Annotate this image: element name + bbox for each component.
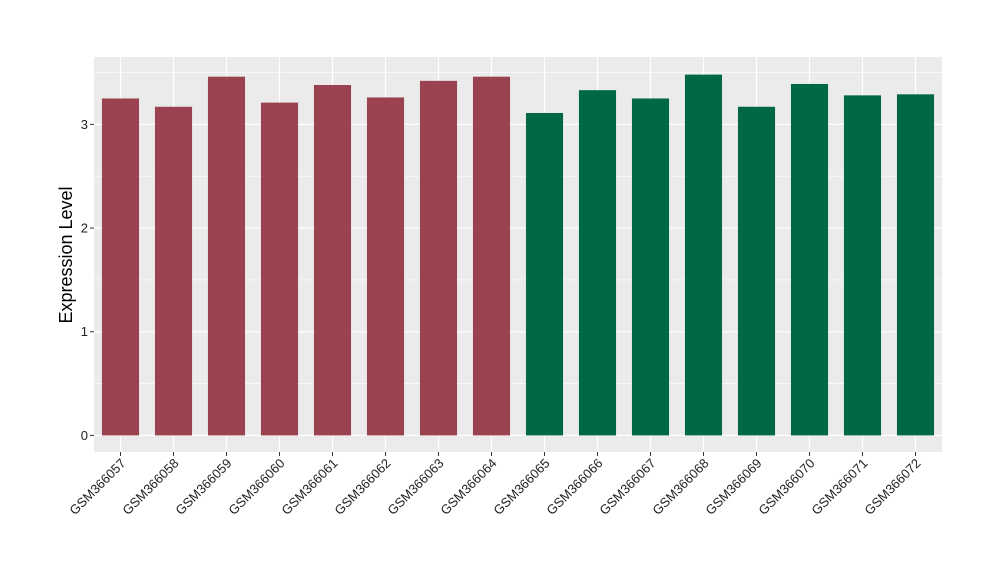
bar-GSM366064: [472, 76, 511, 436]
bar-GSM366059: [207, 76, 246, 436]
y-axis: 0 1 2 3: [81, 117, 94, 443]
y-tick-label: 1: [81, 324, 88, 339]
bar-GSM366061: [313, 84, 352, 436]
y-tick-label: 2: [81, 221, 88, 236]
bar-GSM366060: [260, 102, 299, 436]
bar-GSM366058: [154, 106, 193, 436]
y-axis-title: Expression Level: [56, 186, 76, 323]
bar-GSM366071: [843, 95, 882, 436]
bar-GSM366065: [525, 112, 564, 436]
bar-GSM366063: [419, 80, 458, 436]
bar-GSM366057: [101, 98, 140, 436]
bar-GSM366068: [684, 74, 723, 436]
bar-GSM366066: [578, 90, 617, 436]
bar-GSM366062: [366, 97, 405, 436]
bar-GSM366072: [896, 94, 935, 436]
x-axis: GSM366057GSM366058GSM366059GSM366060GSM3…: [66, 452, 924, 518]
x-tick-label: GSM366072: [861, 456, 923, 518]
y-tick-label: 0: [81, 428, 88, 443]
bar-GSM366067: [631, 98, 670, 436]
y-tick-label: 3: [81, 117, 88, 132]
bar-GSM366070: [790, 83, 829, 436]
bars: [101, 74, 935, 436]
bar-GSM366069: [737, 106, 776, 436]
